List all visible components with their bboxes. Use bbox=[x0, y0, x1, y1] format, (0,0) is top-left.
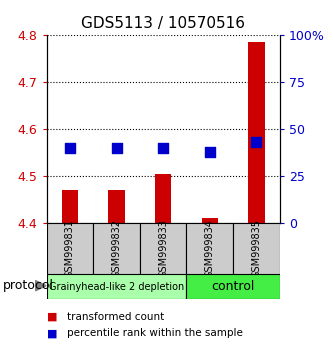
Text: Grainyhead-like 2 depletion: Grainyhead-like 2 depletion bbox=[49, 282, 184, 292]
Text: control: control bbox=[211, 280, 255, 293]
Text: GSM999834: GSM999834 bbox=[205, 219, 215, 278]
Title: GDS5113 / 10570516: GDS5113 / 10570516 bbox=[81, 16, 245, 32]
Bar bbox=[155, 174, 171, 223]
Point bbox=[254, 139, 259, 145]
Text: GSM999835: GSM999835 bbox=[251, 219, 261, 278]
Bar bbox=[186, 274, 280, 299]
Bar bbox=[202, 218, 218, 223]
Bar bbox=[186, 223, 233, 274]
Point bbox=[67, 145, 73, 151]
Text: transformed count: transformed count bbox=[67, 312, 164, 322]
Bar bbox=[93, 223, 140, 274]
Bar bbox=[140, 223, 186, 274]
Text: GSM999832: GSM999832 bbox=[112, 219, 122, 278]
Point bbox=[114, 145, 119, 151]
Text: ■: ■ bbox=[47, 329, 57, 338]
Text: protocol: protocol bbox=[3, 279, 54, 292]
Bar bbox=[109, 190, 125, 223]
Bar bbox=[248, 42, 264, 223]
Point bbox=[207, 149, 212, 155]
Text: GSM999833: GSM999833 bbox=[158, 219, 168, 278]
Bar bbox=[62, 190, 78, 223]
Bar bbox=[47, 274, 186, 299]
Bar bbox=[233, 223, 280, 274]
Text: GSM999831: GSM999831 bbox=[65, 219, 75, 278]
Polygon shape bbox=[36, 281, 46, 291]
Text: percentile rank within the sample: percentile rank within the sample bbox=[67, 329, 242, 338]
Point bbox=[161, 145, 166, 151]
Bar bbox=[47, 223, 93, 274]
Text: ■: ■ bbox=[47, 312, 57, 322]
